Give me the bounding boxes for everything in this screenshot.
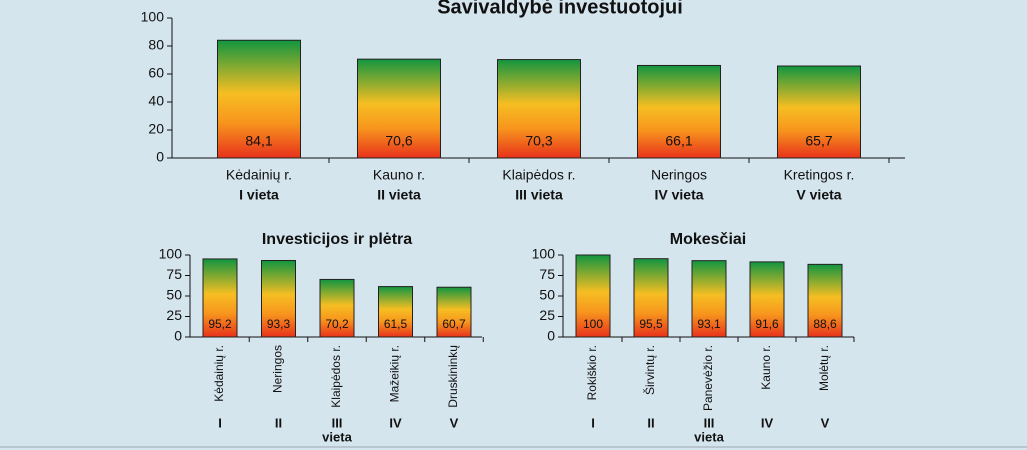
x-tick-label: Kėdainių r.: [226, 167, 292, 183]
rank-note: vieta: [694, 429, 724, 444]
y-tick-label: 100: [532, 246, 556, 262]
rank-label: V: [821, 415, 830, 430]
bar: [749, 261, 785, 338]
y-tick-label: 0: [547, 328, 555, 344]
x-tick-label: Neringos: [651, 167, 707, 183]
y-tick-label: 60: [148, 65, 164, 81]
rank-label: I: [218, 415, 222, 430]
value-label: 100: [583, 317, 603, 331]
rank-label: V: [450, 415, 459, 430]
bar: [378, 286, 413, 338]
bar: [575, 254, 611, 338]
rank-label: V vieta: [796, 187, 841, 203]
value-label: 60,7: [442, 317, 466, 331]
y-tick-label: 80: [148, 37, 164, 53]
x-tick-label: Klaipėdos r.: [502, 167, 575, 183]
value-label: 88,6: [813, 317, 837, 331]
x-tick-label: Klaipėdos r.: [329, 345, 343, 408]
bar: [202, 258, 238, 338]
x-tick-label: Druskininkų: [446, 345, 460, 408]
y-tick-label: 75: [539, 266, 555, 282]
value-label: 95,2: [208, 317, 232, 331]
bar: [319, 278, 355, 338]
y-tick-label: 25: [166, 307, 182, 323]
x-tick-label: Širvintų r.: [642, 345, 657, 395]
bar: [261, 259, 296, 338]
y-tick-label: 20: [148, 121, 164, 137]
rank-label: II: [647, 415, 654, 430]
bar: [637, 64, 721, 159]
rank-label: I vieta: [239, 187, 279, 203]
bar: [633, 258, 669, 338]
rank-label: III: [332, 415, 343, 430]
bar: [217, 39, 301, 159]
x-tick-label: Rokiškio r.: [585, 345, 599, 400]
y-tick-label: 75: [166, 266, 182, 282]
y-tick-label: 100: [159, 246, 183, 262]
value-label: 95,5: [639, 317, 663, 331]
x-tick-label: Kauno r.: [759, 345, 773, 390]
y-tick-label: 50: [166, 287, 182, 303]
x-tick-label: Kėdainių r.: [212, 345, 226, 402]
value-label: 61,5: [384, 317, 408, 331]
chart-title: Investicijos ir plėtra: [262, 231, 412, 248]
value-label: 66,1: [665, 133, 692, 149]
value-label: 93,1: [697, 317, 721, 331]
y-tick-label: 50: [539, 287, 555, 303]
bar: [777, 65, 861, 159]
rank-label: III vieta: [515, 187, 563, 203]
value-label: 70,2: [325, 317, 349, 331]
bar: [807, 263, 843, 338]
x-tick-label: Mažeikių r.: [388, 345, 402, 402]
y-tick-label: 0: [156, 149, 164, 165]
value-label: 65,7: [805, 133, 832, 149]
rank-label: II: [275, 415, 282, 430]
x-tick-label: Panevėžio r.: [701, 345, 715, 411]
value-label: 91,6: [755, 317, 779, 331]
bar: [497, 59, 581, 159]
y-tick-label: 40: [148, 93, 164, 109]
rank-label: II vieta: [377, 187, 421, 203]
rank-label: IV vieta: [654, 187, 703, 203]
rank-note: vieta: [322, 429, 352, 444]
y-tick-label: 0: [174, 328, 182, 344]
bar: [357, 58, 441, 159]
rank-label: IV: [389, 415, 402, 430]
chart-title: Savivaldybė investuotojui: [437, 0, 683, 18]
x-tick-label: Kretingos r.: [784, 167, 855, 183]
x-tick-label: Kauno r.: [373, 167, 425, 183]
value-label: 70,3: [525, 133, 552, 149]
bar: [436, 286, 472, 338]
value-label: 84,1: [245, 133, 272, 149]
chart-title: Mokesčiai: [670, 231, 746, 248]
x-tick-label: Neringos: [271, 345, 285, 393]
x-tick-label: Molėtų r.: [817, 345, 831, 391]
y-tick-label: 25: [539, 307, 555, 323]
rank-label: III: [704, 415, 715, 430]
rank-label: I: [591, 415, 595, 430]
rank-label: IV: [761, 415, 774, 430]
bar: [691, 260, 727, 338]
value-label: 70,6: [385, 133, 412, 149]
y-tick-label: 100: [141, 9, 165, 25]
value-label: 93,3: [267, 317, 291, 331]
